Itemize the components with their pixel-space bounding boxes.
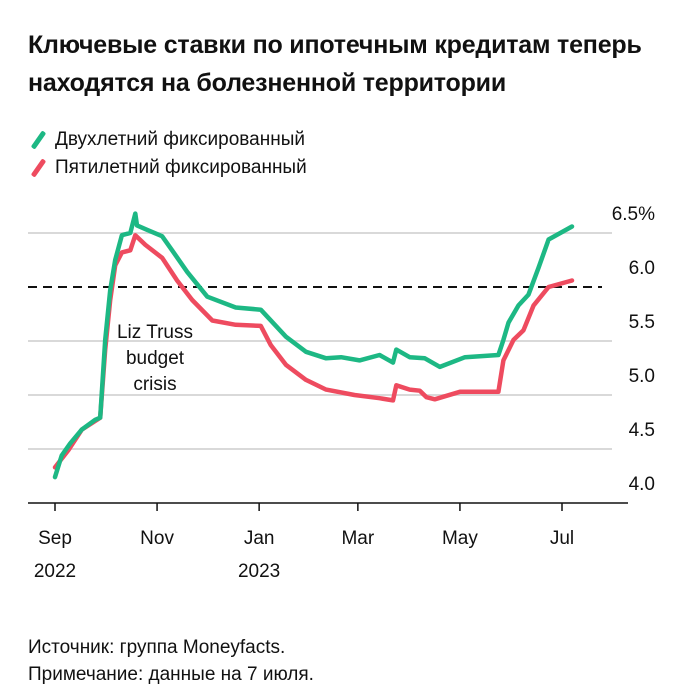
data-note: Примечание: данные на 7 июля. — [28, 664, 314, 685]
x-tick-label: Nov — [140, 528, 174, 549]
x-tick-sublabel: 2022 — [34, 561, 76, 582]
x-tick-sublabel: 2023 — [238, 561, 280, 582]
y-tick-label: 4.5 — [629, 420, 655, 441]
y-tick-label: 6.0 — [629, 258, 655, 279]
annotation-label: Liz Truss — [117, 322, 193, 343]
series-line-two-year — [52, 211, 575, 480]
legend-label: Пятилетний фиксированный — [55, 157, 307, 178]
x-tick-label: Mar — [341, 528, 374, 549]
annotation-label: budget — [126, 348, 185, 369]
x-tick-label: Jul — [550, 528, 574, 549]
y-tick-label: 5.0 — [629, 366, 655, 387]
x-tick-label: May — [442, 528, 478, 549]
legend: Двухлетний фиксированный Пятилетний фикс… — [28, 126, 307, 182]
x-tick-label: Sep — [38, 528, 72, 549]
legend-item-two-year: Двухлетний фиксированный — [28, 126, 307, 154]
footer: Источник: группа Moneyfacts. Примечание:… — [28, 634, 314, 688]
chart-title: Ключевые ставки по ипотечным кредитам те… — [28, 31, 642, 97]
annotation-label: crisis — [133, 374, 176, 395]
y-tick-label: 4.0 — [629, 474, 655, 495]
legend-item-five-year: Пятилетний фиксированный — [28, 154, 307, 182]
x-tick-label: Jan — [244, 528, 275, 549]
legend-label: Двухлетний фиксированный — [55, 129, 305, 150]
source-note: Источник: группа Moneyfacts. — [28, 637, 286, 658]
y-tick-label: 6.5% — [612, 204, 655, 225]
y-tick-label: 5.5 — [629, 312, 655, 333]
